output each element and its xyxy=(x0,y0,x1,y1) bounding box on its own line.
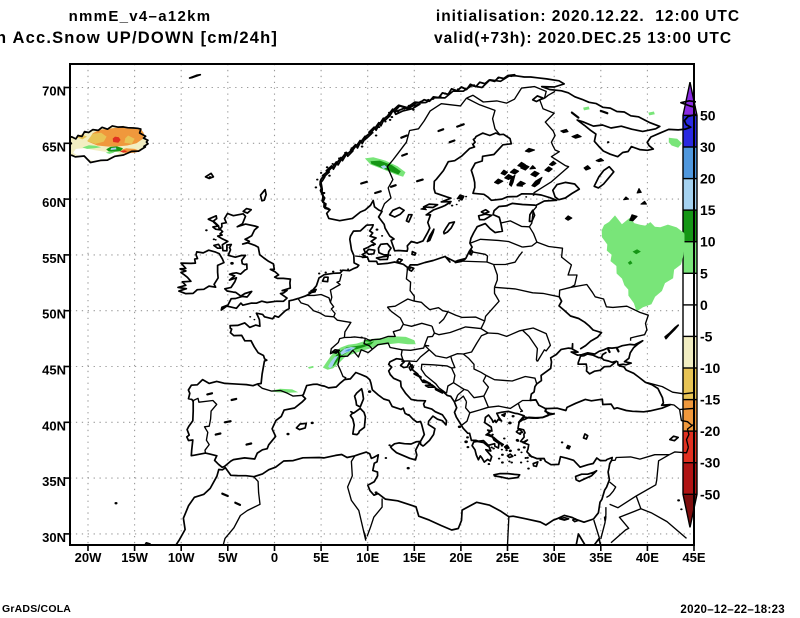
svg-text:5W: 5W xyxy=(218,550,238,565)
svg-text:70N: 70N xyxy=(42,84,66,99)
svg-text:65N: 65N xyxy=(42,139,66,154)
svg-text:15W: 15W xyxy=(121,550,148,565)
svg-text:5: 5 xyxy=(700,265,708,281)
svg-text:-15: -15 xyxy=(700,392,720,408)
svg-text:valid(+73h): 2020.DEC.25 13:00: valid(+73h): 2020.DEC.25 13:00 UTC xyxy=(434,30,732,47)
svg-text:GrADS/COLA: GrADS/COLA xyxy=(2,603,71,615)
svg-text:35E: 35E xyxy=(589,550,612,565)
svg-text:40E: 40E xyxy=(636,550,659,565)
svg-text:-20: -20 xyxy=(700,423,720,439)
svg-text:45E: 45E xyxy=(682,550,705,565)
svg-text:30E: 30E xyxy=(543,550,566,565)
svg-text:initialisation: 2020.12.22. 1: initialisation: 2020.12.22. 12:00 UTC xyxy=(436,8,740,25)
svg-text:2020–12–22–18:23: 2020–12–22–18:23 xyxy=(680,604,785,616)
svg-text:5E: 5E xyxy=(313,550,329,565)
svg-text:55N: 55N xyxy=(42,251,66,266)
svg-text:-30: -30 xyxy=(700,455,720,471)
svg-text:50N: 50N xyxy=(42,307,66,322)
svg-text:40N: 40N xyxy=(42,418,66,433)
svg-text:-10: -10 xyxy=(700,360,720,376)
svg-text:-5: -5 xyxy=(700,328,713,344)
svg-text:nmmE_v4–a12km: nmmE_v4–a12km xyxy=(69,8,212,25)
svg-text:60N: 60N xyxy=(42,195,66,210)
svg-text:50: 50 xyxy=(700,107,716,123)
svg-text:n Acc.Snow UP/DOWN [cm/24h]: n Acc.Snow UP/DOWN [cm/24h] xyxy=(0,29,278,47)
svg-text:35N: 35N xyxy=(42,474,66,489)
svg-text:25E: 25E xyxy=(496,550,519,565)
svg-text:10E: 10E xyxy=(356,550,379,565)
svg-text:0: 0 xyxy=(271,550,278,565)
svg-text:30: 30 xyxy=(700,139,716,155)
svg-text:10W: 10W xyxy=(168,550,195,565)
svg-text:20W: 20W xyxy=(75,550,102,565)
svg-text:-50: -50 xyxy=(700,486,720,502)
svg-text:30N: 30N xyxy=(42,530,66,545)
svg-text:20: 20 xyxy=(700,171,716,187)
svg-text:20E: 20E xyxy=(449,550,472,565)
svg-text:15: 15 xyxy=(700,202,716,218)
svg-text:45N: 45N xyxy=(42,363,66,378)
svg-text:0: 0 xyxy=(700,297,708,313)
svg-text:15E: 15E xyxy=(403,550,426,565)
svg-text:10: 10 xyxy=(700,234,716,250)
